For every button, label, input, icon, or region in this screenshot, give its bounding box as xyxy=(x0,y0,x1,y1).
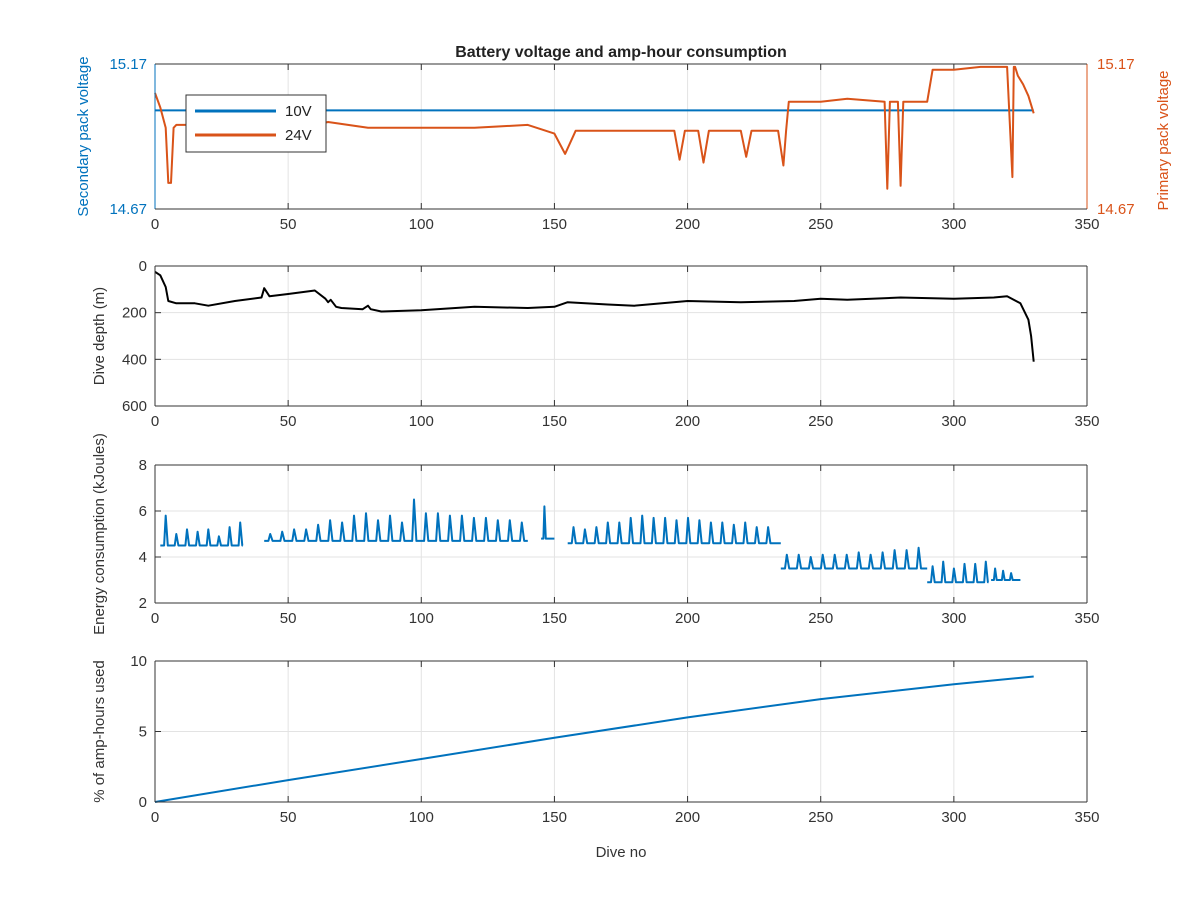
x-tick-label: 350 xyxy=(1074,216,1099,233)
y-tick-label: 15.17 xyxy=(109,56,147,73)
y-right-tick-label: 15.17 xyxy=(1097,56,1135,73)
chart-panel-3: 0 50 100 150 200 250 300 350 2 4 6 8 Energy consumpt… xyxy=(91,433,1100,635)
x-tick-label: 0 xyxy=(151,610,159,627)
series-line-segment xyxy=(991,567,1021,581)
x-tick-label: 50 xyxy=(280,610,297,627)
y-tick-label: 0 xyxy=(139,794,147,811)
y-tick-label: 6 xyxy=(139,503,147,520)
x-tick-label: 100 xyxy=(409,413,434,430)
x-tick-label: 150 xyxy=(542,809,567,826)
series-line xyxy=(154,270,1035,362)
y-axis-label: Secondary pack voltage xyxy=(75,56,92,216)
x-tick-label: 200 xyxy=(675,610,700,627)
y-tick-label: 200 xyxy=(122,305,147,322)
chart-panel-2: 0 50 100 150 200 250 300 350 0 200 400 600 Dive dept… xyxy=(91,258,1100,430)
series-line-segment xyxy=(927,560,989,584)
x-tick-label: 150 xyxy=(542,610,567,627)
x-tick-label: 350 xyxy=(1074,610,1099,627)
x-tick-label: 250 xyxy=(808,216,833,233)
x-tick-label: 200 xyxy=(675,809,700,826)
y-tick-label: 2 xyxy=(139,595,147,612)
y-axis-label: Energy consumption (kJoules) xyxy=(91,433,108,635)
y-tick-label: 400 xyxy=(122,351,147,368)
x-tick-label: 150 xyxy=(542,216,567,233)
y-axis-label: % of amp-hours used xyxy=(91,660,108,803)
x-tick-label: 300 xyxy=(941,216,966,233)
y-tick-label: 14.67 xyxy=(109,201,147,218)
x-tick-label: 100 xyxy=(409,610,434,627)
y-tick-label: 8 xyxy=(139,457,147,474)
x-tick-label: 300 xyxy=(941,809,966,826)
x-tick-label: 50 xyxy=(280,413,297,430)
x-tick-label: 0 xyxy=(151,809,159,826)
y-tick-label: 10 xyxy=(130,653,147,670)
y-tick-label: 600 xyxy=(122,398,147,415)
series-line-segment xyxy=(567,514,781,545)
x-tick-label: 250 xyxy=(808,413,833,430)
y-right-axis-label: Primary pack voltage xyxy=(1155,70,1172,210)
plot-area xyxy=(155,266,1087,406)
series-line-segment xyxy=(264,498,528,542)
x-tick-label: 50 xyxy=(280,216,297,233)
legend-label-24v: 24V xyxy=(285,127,312,144)
legend-label-10v: 10V xyxy=(285,103,312,120)
x-tick-label: 100 xyxy=(409,809,434,826)
x-tick-label: 200 xyxy=(675,413,700,430)
y-tick-label: 5 xyxy=(139,724,147,741)
chart-panel-4: 0 50 100 150 200 250 300 350 0 5 10 % of amp-hours … xyxy=(91,653,1100,861)
x-tick-label: 100 xyxy=(409,216,434,233)
series-line-segment xyxy=(541,505,555,540)
x-tick-label: 50 xyxy=(280,809,297,826)
chart-title: Battery voltage and amp-hour consumption xyxy=(455,44,787,61)
series-line-segment xyxy=(780,546,928,570)
x-tick-label: 0 xyxy=(151,216,159,233)
x-tick-label: 300 xyxy=(941,610,966,627)
series-line-segment xyxy=(160,514,244,547)
y-tick-label: 4 xyxy=(139,549,147,566)
x-tick-label: 350 xyxy=(1074,413,1099,430)
x-tick-label: 200 xyxy=(675,216,700,233)
x-axis-label: Dive no xyxy=(596,844,647,861)
x-tick-label: 250 xyxy=(808,610,833,627)
x-tick-label: 150 xyxy=(542,413,567,430)
x-tick-label: 0 xyxy=(151,413,159,430)
y-axis-label: Dive depth (m) xyxy=(91,287,108,385)
legend-box xyxy=(185,94,327,153)
y-right-tick-label: 14.67 xyxy=(1097,201,1135,218)
chart-panel-1: 0 50 100 150 200 250 300 35014.6715.1714.6715.1… xyxy=(75,44,1172,233)
series-line xyxy=(154,675,1034,803)
x-tick-label: 350 xyxy=(1074,809,1099,826)
x-tick-label: 250 xyxy=(808,809,833,826)
y-tick-label: 0 xyxy=(139,258,147,275)
x-tick-label: 300 xyxy=(941,413,966,430)
